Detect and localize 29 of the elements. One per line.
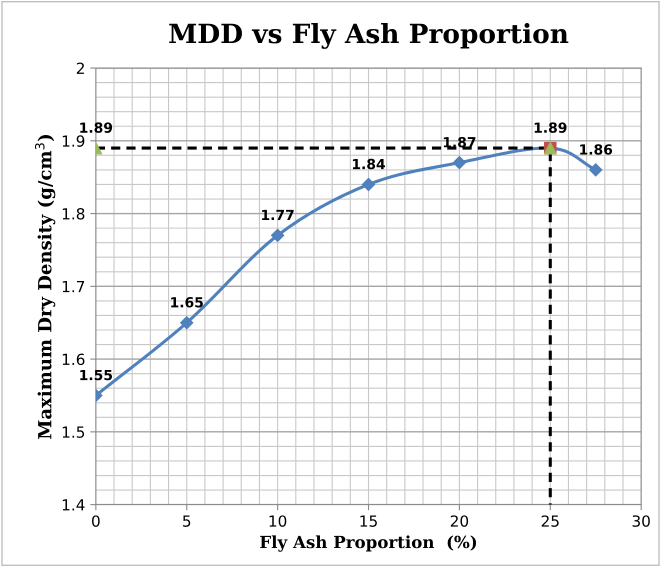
y-tick-label: 1.8 [62, 208, 84, 220]
x-tick-label: 20 [450, 515, 468, 527]
y-tick-label: 2 [76, 62, 84, 74]
point [452, 156, 466, 170]
y-tick-label: 1.5 [62, 426, 84, 438]
y-tick-label: 1.4 [62, 499, 85, 510]
data-label: 1.86 [580, 144, 612, 155]
x-tick-label: 10 [270, 515, 286, 527]
x-tick-label: 5 [183, 516, 190, 527]
x-tick-label: 30 [632, 515, 650, 527]
x-tick-label: 15 [360, 516, 377, 527]
y-tick-label: 1.7 [62, 281, 84, 292]
y-tick-label: 1.9 [62, 135, 84, 147]
data-label: 1.65 [171, 297, 203, 308]
x-tick-label: 25 [542, 515, 559, 527]
point [271, 228, 284, 242]
point [362, 178, 376, 192]
chart-title: MDD vs Fly Ash Proportion [169, 22, 568, 49]
y-axis-title: Maximum Dry Density (g/cm$^{3}$) [34, 134, 56, 439]
point [589, 163, 602, 176]
data-label: 1.77 [262, 210, 294, 220]
x-tick-label: 0 [92, 515, 100, 527]
x-axis-title: Fly Ash Proportion (%) [260, 535, 476, 552]
data-label: 1.89 [534, 122, 567, 133]
point [180, 316, 194, 330]
data-label: 1.84 [352, 158, 386, 170]
y-tick-label: 1.6 [62, 354, 84, 366]
data-label: 1.55 [80, 370, 112, 380]
data-label: 1.89 [80, 122, 112, 133]
